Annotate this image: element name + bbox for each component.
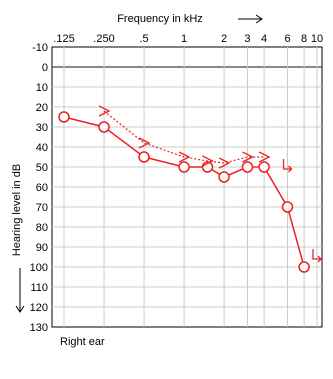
- y-tick-label: 30: [36, 122, 48, 134]
- y-tick-label: 80: [36, 222, 48, 234]
- data-point: [178, 151, 191, 163]
- y-tick-labels: -10 0 10 20 30 40 50 60 70 80 90 100 110 120 130: [30, 42, 48, 334]
- x-tick-label: .250: [93, 33, 114, 45]
- series: [58, 105, 322, 273]
- chart-title: Frequency in kHz: [117, 13, 203, 25]
- y-axis-label: Hearing level in dB: [11, 164, 23, 256]
- y-tick-label: 70: [36, 202, 48, 214]
- x-tick-label: 2: [221, 33, 227, 45]
- data-point: [202, 155, 214, 167]
- data-point: [58, 111, 70, 123]
- data-point: [282, 159, 293, 173]
- y-tick-label: 10: [36, 82, 48, 94]
- data-point: [312, 249, 322, 263]
- x-tick-label: 10: [311, 33, 323, 45]
- data-point: [138, 137, 151, 149]
- x-tick-label: 1: [181, 33, 187, 45]
- y-tick-label: 0: [42, 62, 48, 74]
- y-tick-label: 130: [30, 322, 48, 334]
- data-point: [178, 161, 190, 173]
- data-point: [258, 151, 271, 163]
- data-point: [98, 121, 110, 133]
- data-point: [218, 157, 231, 169]
- y-tick-label: 120: [30, 302, 48, 314]
- y-tick-label: 110: [30, 282, 48, 294]
- y-tick-label: 50: [36, 162, 48, 174]
- series-line: [63, 116, 305, 268]
- data-point: [241, 161, 254, 173]
- y-tick-label: 20: [36, 102, 48, 114]
- y-tick-label: -10: [32, 42, 48, 54]
- x-tick-labels: .125 .250 .5 1 2 3 4 6 8 10: [53, 33, 323, 45]
- x-tick-label: 3: [244, 33, 250, 45]
- data-point: [242, 151, 254, 163]
- y-tick-label: 90: [36, 242, 48, 254]
- y-tick-label: 60: [36, 182, 48, 194]
- x-tick-label: 4: [261, 33, 267, 45]
- x-tick-label: 6: [284, 33, 290, 45]
- ear-label: Right ear: [60, 336, 105, 348]
- y-axis-arrow: [15, 268, 25, 313]
- x-tick-label: .125: [53, 33, 74, 45]
- data-point: [258, 161, 270, 173]
- series-line: [103, 110, 265, 164]
- data-point: [298, 261, 310, 273]
- data-point: [138, 151, 150, 163]
- title-arrow: [238, 14, 263, 24]
- data-point: [281, 201, 294, 213]
- y-tick-label: 40: [36, 142, 48, 154]
- data-point: [98, 105, 111, 117]
- grid: [51, 46, 323, 328]
- x-tick-label: .5: [139, 33, 148, 45]
- data-point: [218, 171, 230, 183]
- y-tick-label: 100: [30, 262, 48, 274]
- x-tick-label: 8: [301, 33, 307, 45]
